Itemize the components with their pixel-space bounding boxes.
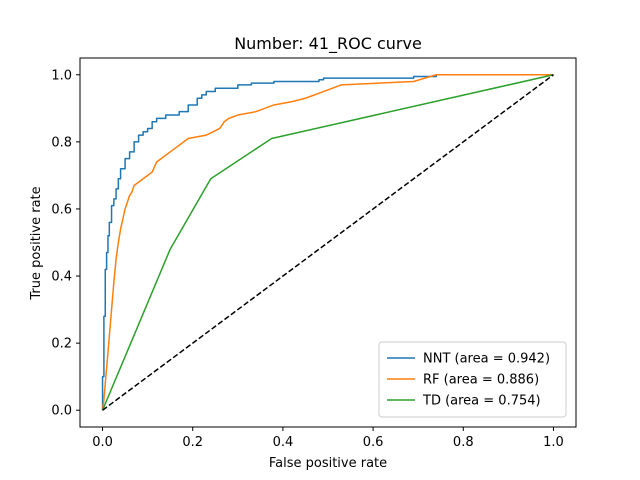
legend-label: RF (area = 0.886): [423, 373, 539, 388]
y-axis-label: True positive rate: [29, 186, 44, 300]
y-tick-label: 0.8: [51, 135, 72, 150]
y-axis: 0.0 0.2 0.4 0.6 0.8 1.0: [51, 68, 80, 419]
x-tick-label: 0.0: [92, 435, 113, 450]
y-tick-label: 0.2: [51, 337, 72, 352]
legend-box: [378, 341, 567, 418]
y-tick-label: 1.0: [51, 68, 72, 83]
series-line-1: [101, 74, 554, 411]
y-tick-label: 0.6: [51, 202, 72, 217]
series-line-0: [101, 74, 554, 411]
x-axis: 0.0 0.2 0.4 0.6 0.8 1.0: [92, 427, 564, 450]
chart-title: Number: 41_ROC curve: [234, 34, 422, 54]
x-tick-label: 0.2: [182, 435, 203, 450]
series-layer: [101, 74, 554, 411]
x-tick-label: 0.8: [453, 435, 474, 450]
x-tick-label: 1.0: [543, 435, 564, 450]
series-line-2: [101, 74, 554, 411]
x-axis-label: False positive rate: [269, 456, 387, 471]
legend: NNT (area = 0.942) RF (area = 0.886) TD (a…: [378, 341, 567, 418]
legend-label: NNT (area = 0.942): [423, 352, 550, 367]
x-tick-label: 0.4: [273, 435, 294, 450]
plot-frame: [79, 57, 577, 428]
y-tick-label: 0.4: [51, 270, 72, 285]
x-tick-label: 0.6: [363, 435, 384, 450]
chance-diagonal-line: [102, 74, 554, 411]
legend-label: TD (area = 0.754): [422, 394, 541, 409]
y-tick-label: 0.0: [51, 404, 72, 419]
